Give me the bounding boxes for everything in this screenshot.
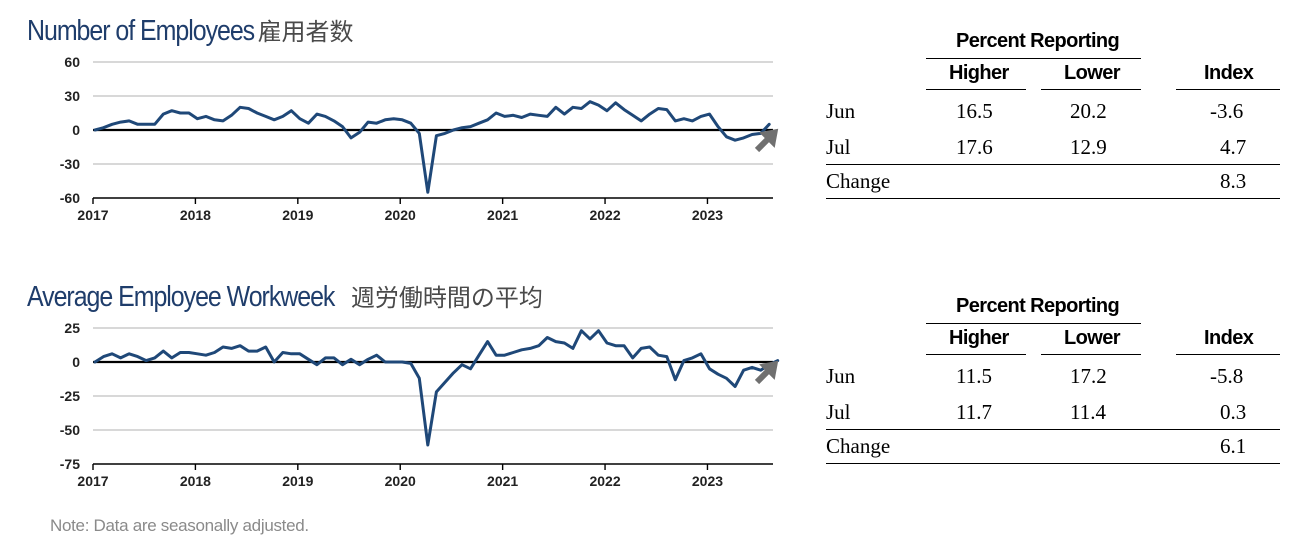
x-tick-label: 2018 (180, 473, 211, 489)
col-lower-header: Lower (1064, 62, 1121, 84)
panel-2-table: Percent Reporting Higher Lower Index Jun… (826, 295, 1280, 470)
row-jul-lower: 11.4 (1070, 400, 1106, 424)
x-tick-label: 2023 (692, 207, 723, 223)
row-jun-lower: 20.2 (1070, 99, 1107, 123)
col-index-header: Index (1204, 62, 1254, 84)
percent-reporting-rule (926, 58, 1141, 59)
x-tick-label: 2021 (487, 473, 518, 489)
y-tick-label: -50 (60, 422, 80, 438)
percent-reporting-rule (926, 323, 1141, 324)
row-jun-lower: 17.2 (1070, 364, 1107, 388)
col-index-header: Index (1204, 327, 1254, 349)
panel-1-title-en: Number of Employees (27, 15, 255, 47)
index-rule (1176, 354, 1280, 355)
change-label: Change (826, 434, 891, 458)
x-tick-label: 2023 (692, 473, 723, 489)
lower-rule (1041, 89, 1141, 90)
row-jun-index: -3.6 (1210, 99, 1244, 123)
change-value: 6.1 (1220, 434, 1247, 458)
y-tick-label: -30 (60, 156, 80, 172)
row-jun-label: Jun (826, 364, 856, 388)
x-tick-label: 2020 (385, 207, 416, 223)
higher-rule (926, 89, 1026, 90)
x-tick-label: 2018 (180, 207, 211, 223)
row-jul-label: Jul (826, 400, 851, 424)
percent-reporting-header: Percent Reporting (956, 30, 1120, 52)
row-jun-higher: 16.5 (956, 99, 993, 123)
row-jul-index: 4.7 (1220, 135, 1247, 159)
y-tick-label: -75 (60, 456, 80, 472)
col-higher-header: Higher (949, 327, 1009, 349)
y-tick-label: -60 (60, 190, 80, 206)
arrow-up-icon (754, 360, 779, 385)
x-tick-label: 2021 (487, 207, 518, 223)
row-jul-higher: 11.7 (956, 400, 992, 424)
y-tick-label: 0 (72, 122, 80, 138)
col-higher-header: Higher (949, 62, 1009, 84)
row-jul-lower: 12.9 (1070, 135, 1107, 159)
change-bottom-rule (826, 198, 1280, 199)
row-jul-label: Jul (826, 135, 851, 159)
x-tick-label: 2019 (282, 207, 313, 223)
row-jul-higher: 17.6 (956, 135, 993, 159)
y-tick-label: 0 (72, 354, 80, 370)
panel-2-title-en: Average Employee Workweek (27, 281, 335, 313)
row-jun-index: -5.8 (1210, 364, 1244, 388)
x-tick-label: 2019 (282, 473, 313, 489)
row-jun-label: Jun (826, 99, 856, 123)
col-lower-header: Lower (1064, 327, 1121, 349)
change-value: 8.3 (1220, 169, 1247, 193)
change-bottom-rule (826, 463, 1280, 464)
seasonal-adjustment-note: Note: Data are seasonally adjusted. (50, 516, 309, 535)
index-rule (1176, 89, 1280, 90)
row-jun-higher: 11.5 (956, 364, 992, 388)
arrow-up-icon (754, 128, 779, 153)
panel-1-title: Number of Employees 雇用者数 (27, 12, 354, 52)
panel-1-table: Percent Reporting Higher Lower Index Jun… (826, 30, 1280, 205)
y-tick-label: 60 (64, 54, 80, 70)
panel-2-title: Average Employee Workweek 週労働時間の平均 (27, 278, 543, 318)
change-top-rule (826, 164, 1280, 165)
change-top-rule (826, 429, 1280, 430)
x-tick-label: 2020 (385, 473, 416, 489)
row-jul-index: 0.3 (1220, 400, 1247, 424)
y-tick-label: 30 (64, 88, 80, 104)
x-tick-label: 2022 (589, 207, 620, 223)
lower-rule (1041, 354, 1141, 355)
y-tick-label: 25 (64, 320, 80, 336)
series-line (93, 100, 771, 194)
percent-reporting-header: Percent Reporting (956, 295, 1120, 317)
x-tick-label: 2017 (77, 207, 108, 223)
panel-1-title-jp: 雇用者数 (257, 18, 354, 46)
series-line (93, 329, 780, 447)
change-label: Change (826, 169, 891, 193)
higher-rule (926, 354, 1026, 355)
panel-2-title-jp: 週労働時間の平均 (350, 284, 543, 312)
x-tick-label: 2017 (77, 473, 108, 489)
x-tick-label: 2022 (589, 473, 620, 489)
y-tick-label: -25 (60, 388, 80, 404)
